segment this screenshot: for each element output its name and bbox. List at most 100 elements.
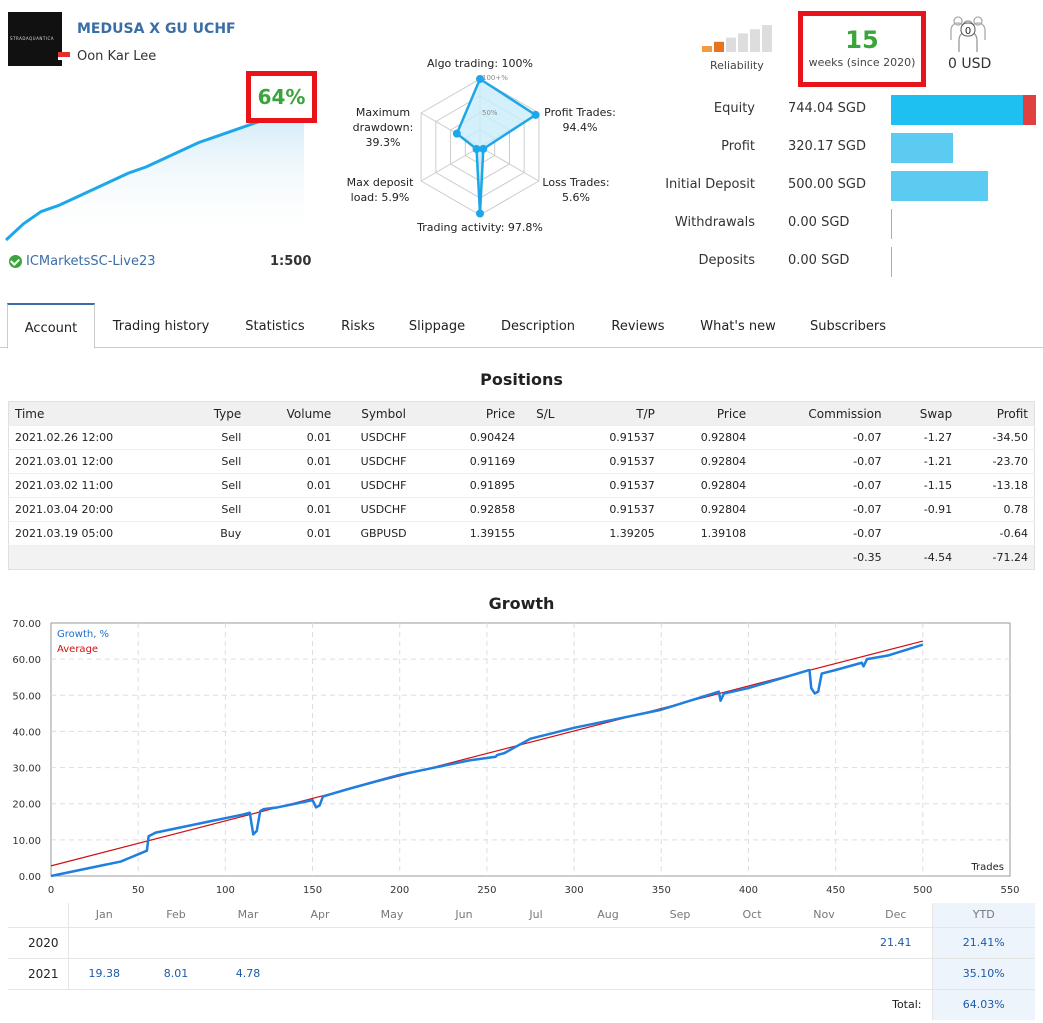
x-tick-label: 50 [132, 885, 145, 896]
total-label: Total: [8, 988, 932, 1020]
col-type-header[interactable]: Type [184, 401, 248, 426]
logo-text: STRADAQUANTICA [10, 36, 54, 41]
month-value[interactable]: 4.78 [212, 957, 284, 989]
x-tick-label: 150 [303, 885, 322, 896]
y-tick-label: 0.00 [19, 872, 41, 883]
tab-slippage[interactable]: Slippage [408, 319, 466, 334]
month-value[interactable] [572, 957, 644, 989]
position-cell: 0.91537 [569, 473, 661, 498]
month-value[interactable] [716, 957, 788, 989]
month-value[interactable] [572, 926, 644, 958]
position-cell: -0.07 [752, 497, 888, 522]
position-cell: -23.70 [958, 449, 1035, 474]
position-cell: 1.39155 [429, 521, 522, 546]
col-tp-header[interactable]: T/P [569, 401, 661, 426]
month-value[interactable] [716, 926, 788, 958]
tab-risks[interactable]: Risks [341, 319, 375, 334]
month-header: Jul [529, 908, 543, 922]
position-cell: USDCHF [337, 473, 430, 498]
tab-reviews[interactable]: Reviews [611, 319, 665, 334]
month-value[interactable] [140, 926, 212, 958]
fin-value-profit: 320.17 SGD [788, 139, 866, 154]
x-tick-label: 400 [739, 885, 758, 896]
position-cell [521, 521, 570, 546]
month-value[interactable] [788, 957, 860, 989]
month-value[interactable] [284, 957, 356, 989]
broker-name[interactable]: ICMarketsSC-Live23 [26, 254, 156, 269]
month-value[interactable] [68, 926, 140, 958]
month-value[interactable] [644, 926, 716, 958]
tab-trading-history[interactable]: Trading history [112, 319, 210, 334]
mini-growth-area [6, 110, 304, 245]
month-value[interactable] [788, 926, 860, 958]
tab-whats-new[interactable]: What's new [700, 319, 776, 334]
month-value[interactable]: 8.01 [140, 957, 212, 989]
month-header: Feb [166, 908, 186, 922]
broker-server[interactable]: ICMarketsSC-Live23 [9, 254, 155, 269]
month-value[interactable] [212, 926, 284, 958]
x-tick-label: 200 [390, 885, 409, 896]
col-price-header[interactable]: Price [429, 401, 522, 426]
month-value[interactable] [860, 957, 932, 989]
position-cell: 0.01 [247, 473, 338, 498]
position-row[interactable]: 2021.03.02 11:00 Sell 0.01 USDCHF 0.91895 0.9… [8, 473, 1035, 498]
growth-heading: Growth [488, 594, 555, 613]
ytd-value: 21.41% [931, 926, 1035, 958]
month-value[interactable] [428, 926, 500, 958]
position-row[interactable]: 2021.02.26 12:00 Sell 0.01 USDCHF 0.90424 0.9… [8, 425, 1035, 450]
month-value[interactable] [500, 926, 572, 958]
month-value[interactable] [500, 957, 572, 989]
position-cell: -34.50 [958, 425, 1035, 450]
position-cell: 0.91537 [569, 497, 661, 522]
month-value[interactable] [284, 926, 356, 958]
x-tick-label: 450 [826, 885, 845, 896]
position-row[interactable]: 2021.03.19 05:00 Buy 0.01 GBPUSD 1.39155 1.39… [8, 521, 1035, 546]
position-row[interactable]: 2021.03.04 20:00 Sell 0.01 USDCHF 0.92858 0.9… [8, 497, 1035, 522]
position-cell: 1.39205 [569, 521, 661, 546]
col-price-header[interactable]: Price [660, 401, 753, 426]
month-value[interactable]: 19.38 [68, 957, 140, 989]
col-time-header[interactable]: Time [8, 401, 185, 426]
weeks-box: 15 weeks (since 2020) [798, 11, 926, 87]
tab-description[interactable]: Description [500, 319, 576, 334]
col-profit-header[interactable]: Profit [958, 401, 1035, 426]
fin-bar-profit [891, 133, 953, 163]
position-cell: 0.01 [247, 425, 338, 450]
x-tick-label: 250 [477, 885, 496, 896]
legend-entry: Growth, % [57, 629, 109, 640]
reliability-bar [726, 37, 736, 52]
position-row[interactable]: 2021.03.01 12:00 Sell 0.01 USDCHF 0.91169 0.9… [8, 449, 1035, 474]
subscribers-icon[interactable]: 0 [948, 12, 988, 56]
position-cell [521, 497, 570, 522]
month-value[interactable] [356, 926, 428, 958]
month-value[interactable]: 21.41 [860, 926, 932, 958]
author-name[interactable]: Oon Kar Lee [77, 49, 157, 64]
fin-label-initial-deposit: Initial Deposit [665, 177, 755, 192]
month-value[interactable] [356, 957, 428, 989]
tab-subscribers[interactable]: Subscribers [810, 319, 886, 334]
tab-account[interactable]: Account [7, 303, 95, 349]
position-cell [521, 425, 570, 450]
radar-point [531, 110, 540, 119]
series-growth-line [50, 643, 924, 878]
month-header: Apr [310, 908, 330, 922]
signal-title[interactable]: MEDUSA X GU UCHF [77, 21, 236, 37]
growth-badge: 64% [246, 71, 317, 123]
col-swap-header[interactable]: Swap [887, 401, 959, 426]
fin-value-withdrawals: 0.00 SGD [788, 215, 850, 230]
month-header: Oct [742, 908, 762, 922]
col-sl-header[interactable]: S/L [521, 401, 570, 426]
col-commission-header[interactable]: Commission [752, 401, 888, 426]
col-symbol-header[interactable]: Symbol [337, 401, 430, 426]
radar-point [452, 129, 461, 138]
growth-chart: 0.00 10.00 20.00 30.00 40.00 50.00 60.00 70.00 0… [12, 619, 1019, 896]
radar-point [472, 145, 481, 154]
position-cell: -0.07 [752, 425, 888, 450]
tab-statistics[interactable]: Statistics [245, 319, 305, 334]
reliability-bar [738, 33, 748, 52]
month-value[interactable] [428, 957, 500, 989]
position-cell: 0.92804 [660, 497, 753, 522]
month-value[interactable] [644, 957, 716, 989]
col-volume-header[interactable]: Volume [247, 401, 338, 426]
